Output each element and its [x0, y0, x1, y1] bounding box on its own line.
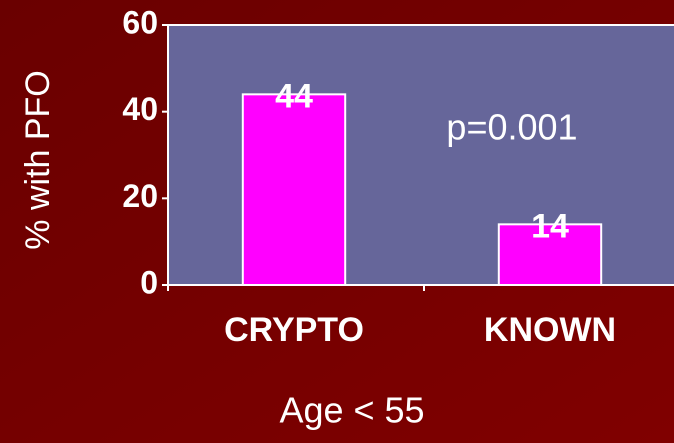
y-axis-label: % with PFO	[19, 70, 57, 249]
value-label: 44	[275, 77, 313, 115]
y-tick-label: 40	[122, 91, 158, 127]
y-tick-label: 60	[122, 4, 158, 40]
x-axis-label: Age < 55	[279, 390, 424, 431]
annotation: p=0.001	[446, 107, 577, 148]
y-tick-label: 0	[140, 264, 158, 300]
x-tick-label: KNOWN	[484, 311, 616, 349]
bar	[497, 223, 603, 286]
bar	[241, 93, 347, 287]
x-tick-label: CRYPTO	[224, 311, 364, 349]
y-tick-label: 20	[122, 178, 158, 214]
value-label: 14	[531, 207, 569, 245]
